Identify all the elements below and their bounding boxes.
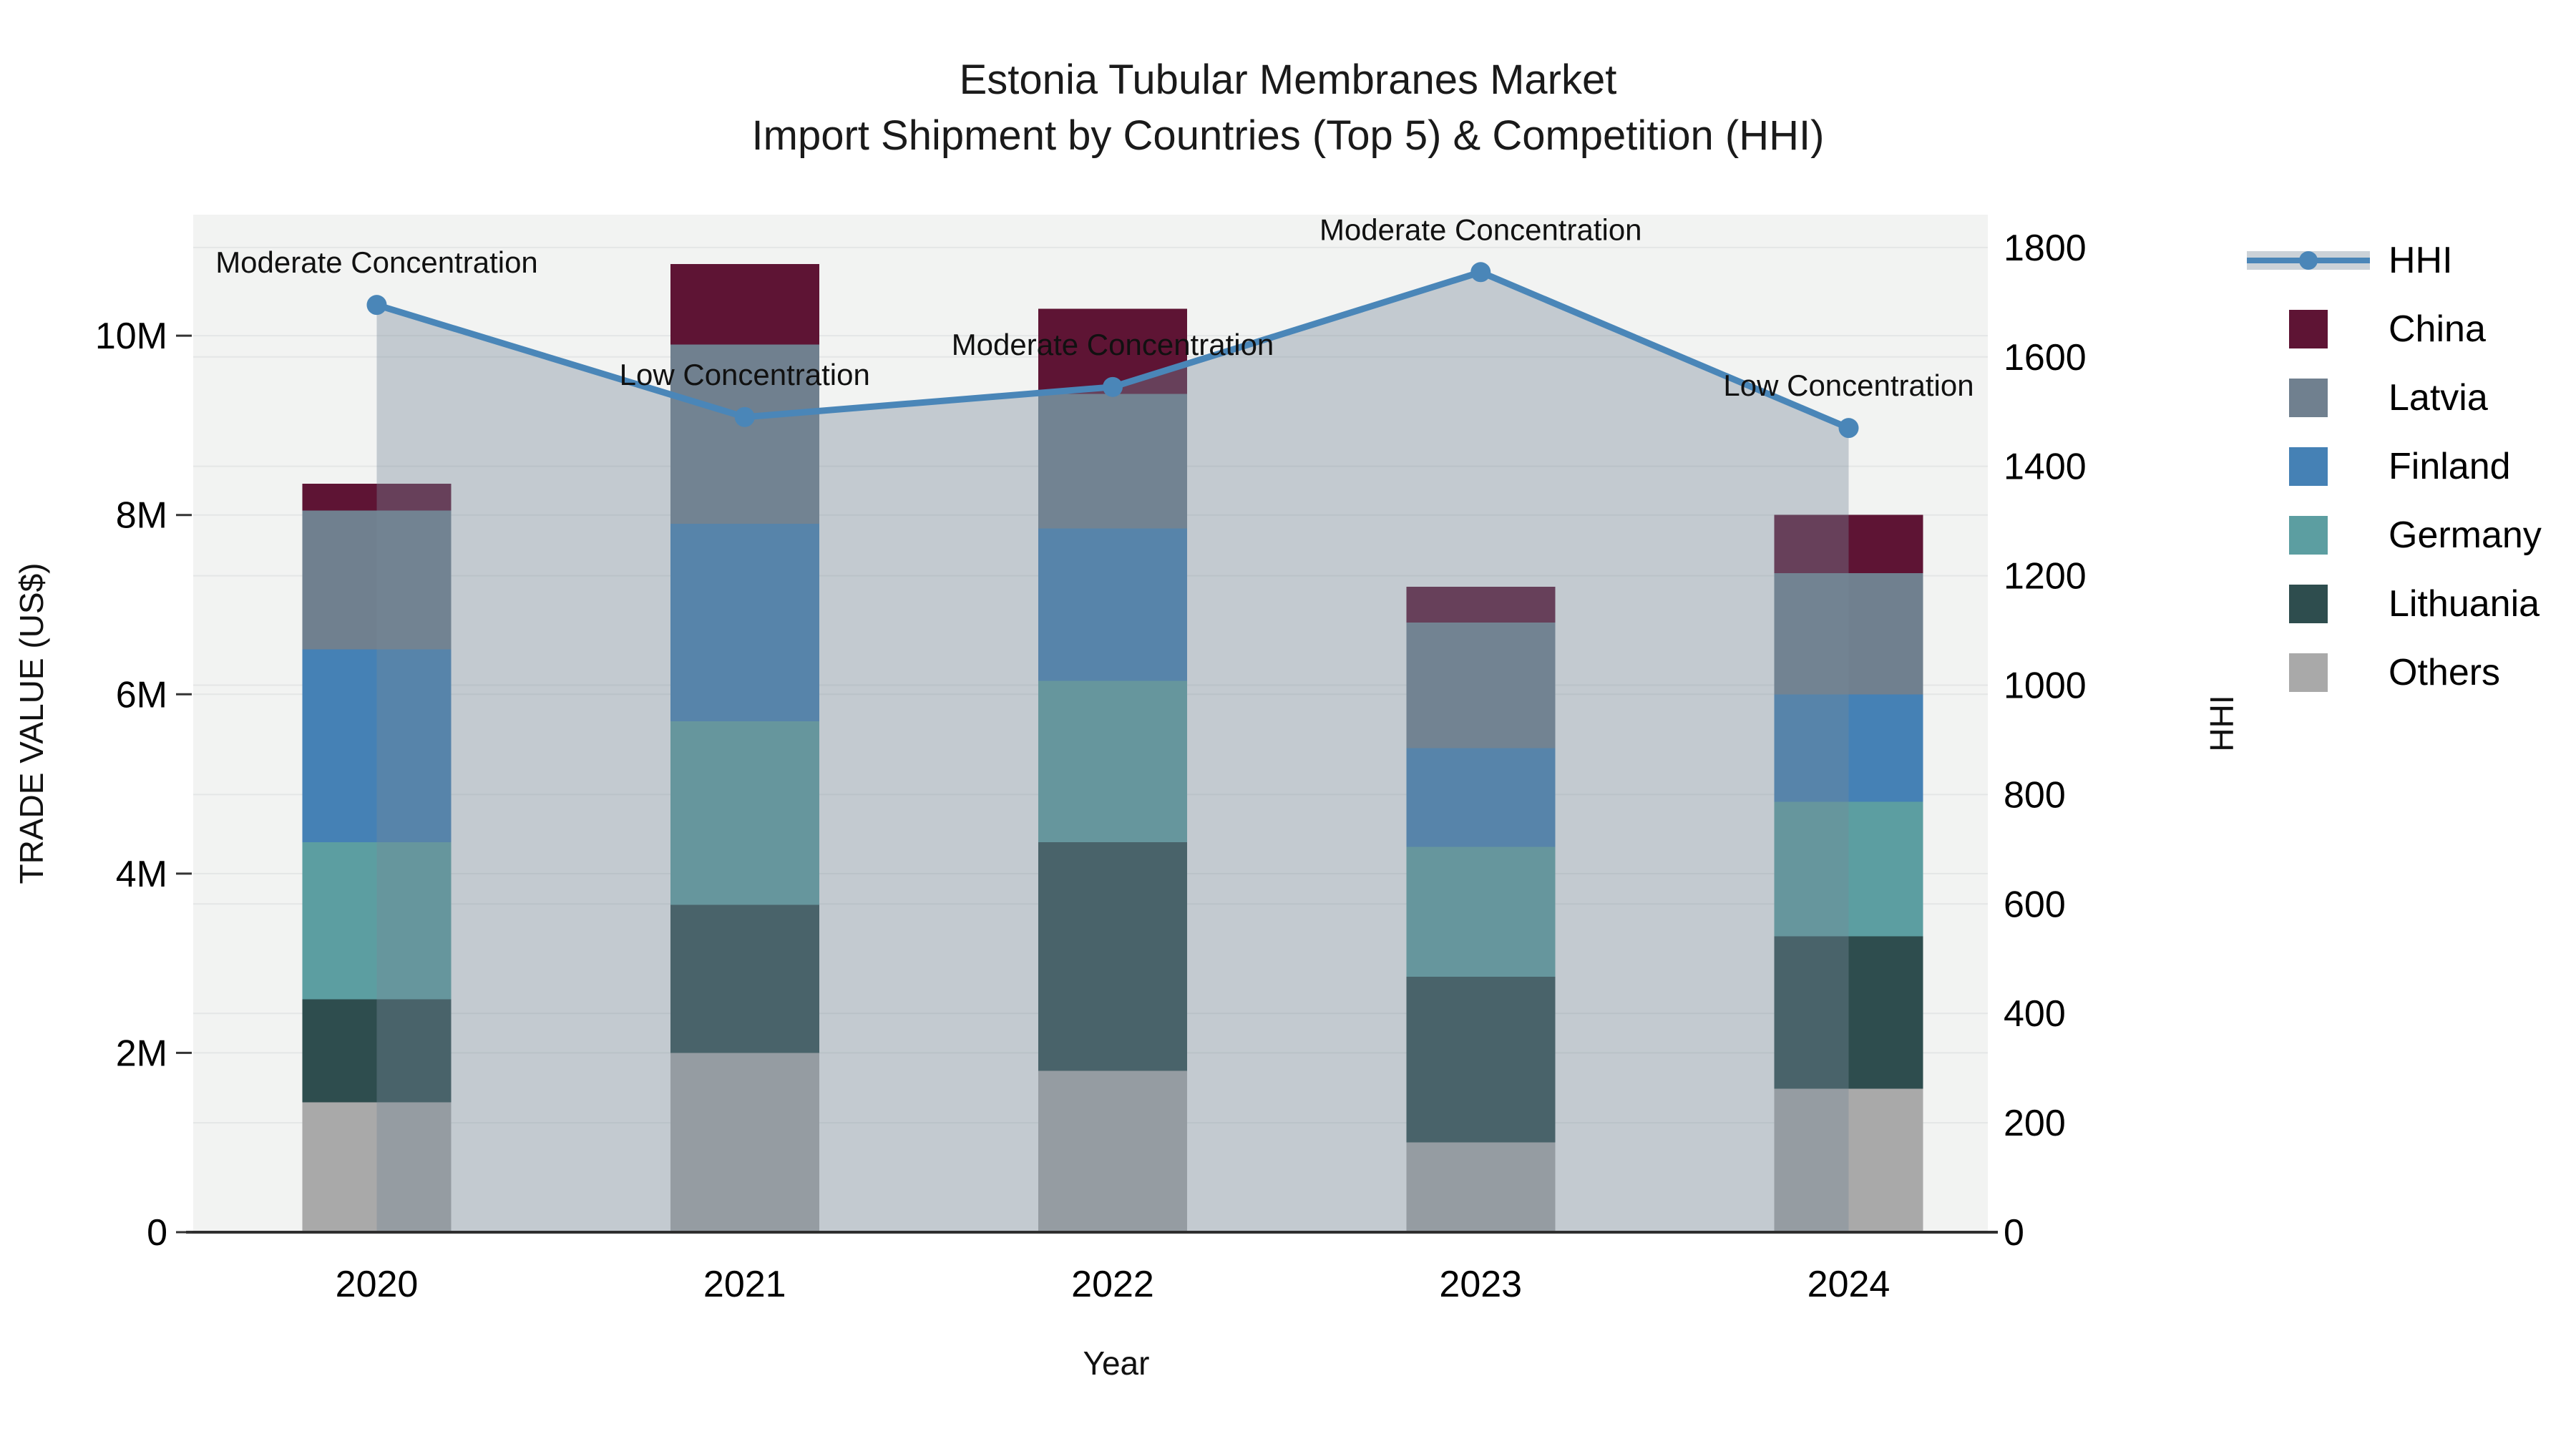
bar-segment-lithuania-2024 [1774,936,1923,1089]
tick-label-right-1600: 1600 [2004,337,2087,379]
legend-label: Latvia [2389,377,2488,419]
tick-label-right-600: 600 [2004,884,2066,925]
hhi-marker-2023 [1470,262,1491,283]
tick-label-right-1800: 1800 [2004,228,2087,269]
bar-segment-germany-2021 [670,721,819,905]
y-axis-right: 0 200 400 600 800 1000 1200 1400 1600 1800 [2004,228,2087,1254]
legend-label: Finland [2389,446,2511,487]
legend-item-hhi: HHI [2247,226,2542,295]
tick-label-right-400: 400 [2004,993,2066,1035]
tick-label-x-2024: 2024 [1807,1264,1890,1305]
bar-segment-finland-2022 [1038,528,1187,681]
tick-label-left-6M: 6M [116,674,167,716]
legend-label: HHI [2389,240,2453,281]
legend-label: China [2389,308,2486,350]
legend: HHI China Latvia Finland Germany Lithuania Oth… [2247,226,2542,707]
color-swatch-icon [2247,516,2370,555]
hhi-marker-2021 [734,406,755,427]
bar-segment-china-2024 [1774,514,1923,574]
tick-label-right-1400: 1400 [2004,447,2087,488]
annotation-2022: Moderate Concentration [952,328,1274,361]
bar-segment-finland-2021 [670,524,819,721]
color-swatch-icon [2247,310,2370,348]
tick-label-left-0: 0 [147,1212,167,1254]
bar-segment-latvia-2020 [302,510,452,650]
bar-segment-germany-2023 [1406,847,1556,977]
bar-segment-china-2020 [302,483,452,511]
bar-segment-others-2022 [1038,1070,1187,1232]
bar-segment-germany-2020 [302,842,452,1000]
tick-label-right-0: 0 [2004,1212,2024,1254]
tick-label-x-2020: 2020 [336,1264,419,1305]
tick-label-x-2022: 2022 [1071,1264,1154,1305]
bar-segment-others-2023 [1406,1142,1556,1232]
bar-segment-finland-2024 [1774,694,1923,802]
bar-segment-china-2021 [670,263,819,345]
bar-segment-lithuania-2022 [1038,842,1187,1071]
legend-item-latvia: Latvia [2247,364,2542,432]
chart-title-line2: Import Shipment by Countries (Top 5) & C… [751,112,1825,159]
tick-label-left-10M: 10M [95,316,167,357]
annotation-2024: Low Concentration [1723,369,1974,402]
bar-segment-lithuania-2020 [302,999,452,1103]
hhi-area-fill [376,272,1849,1233]
bar-segment-latvia-2021 [670,344,819,525]
bar-2020 [302,483,452,1232]
bar-segment-others-2020 [302,1102,452,1232]
bar-segment-finland-2020 [302,649,452,843]
tick-label-right-1200: 1200 [2004,556,2087,597]
tick-label-right-1000: 1000 [2004,665,2087,706]
hhi-line-icon [2247,251,2370,270]
x-axis: 2020 2021 2022 2023 2024 [336,1264,1890,1305]
annotation-2020: Moderate Concentration [215,245,538,279]
color-swatch-icon [2247,585,2370,623]
bar-segment-latvia-2022 [1038,394,1187,529]
bar-segment-lithuania-2023 [1406,976,1556,1143]
bar-2024 [1774,514,1923,1232]
color-swatch-icon [2247,379,2370,417]
y-axis-title-right: HHI [2203,695,2240,752]
bar-segment-lithuania-2021 [670,904,819,1053]
bar-segment-others-2021 [670,1053,819,1232]
legend-item-germany: Germany [2247,501,2542,570]
bar-segment-germany-2022 [1038,680,1187,843]
legend-item-lithuania: Lithuania [2247,570,2542,638]
tick-label-left-8M: 8M [116,495,167,537]
bar-segment-china-2023 [1406,586,1556,623]
legend-item-others: Others [2247,638,2542,707]
stacked-bars [302,263,1923,1232]
tick-label-x-2023: 2023 [1439,1264,1522,1305]
bar-2023 [1406,586,1556,1232]
tick-label-left-2M: 2M [116,1033,167,1074]
bar-segment-latvia-2024 [1774,573,1923,695]
bar-2021 [670,263,819,1232]
legend-item-finland: Finland [2247,432,2542,501]
tick-label-right-200: 200 [2004,1103,2066,1144]
tick-label-x-2021: 2021 [703,1264,786,1305]
chart-title-line1: Estonia Tubular Membranes Market [959,57,1617,103]
x-axis-title: Year [1083,1345,1150,1382]
legend-label: Germany [2389,514,2542,556]
bar-segment-finland-2023 [1406,748,1556,847]
bar-2022 [1038,308,1187,1232]
y-axis-title-left: TRADE VALUE (US$) [13,562,50,884]
color-swatch-icon [2247,447,2370,486]
tick-label-left-4M: 4M [116,854,167,895]
legend-label: Lithuania [2389,583,2540,625]
annotation-2021: Low Concentration [620,358,870,391]
legend-label: Others [2389,652,2501,693]
bar-segment-latvia-2023 [1406,623,1556,748]
hhi-marker-2022 [1103,376,1123,397]
tick-label-right-800: 800 [2004,774,2066,816]
annotation-2023: Moderate Concentration [1319,213,1642,246]
color-swatch-icon [2247,653,2370,692]
bar-segment-germany-2024 [1774,801,1923,937]
y-axis-left: 0 2M 4M 6M 8M 10M [95,316,192,1254]
legend-item-china: China [2247,295,2542,364]
hhi-marker-2024 [1838,418,1859,439]
bar-segment-others-2024 [1774,1088,1923,1232]
hhi-marker-2020 [366,295,387,316]
